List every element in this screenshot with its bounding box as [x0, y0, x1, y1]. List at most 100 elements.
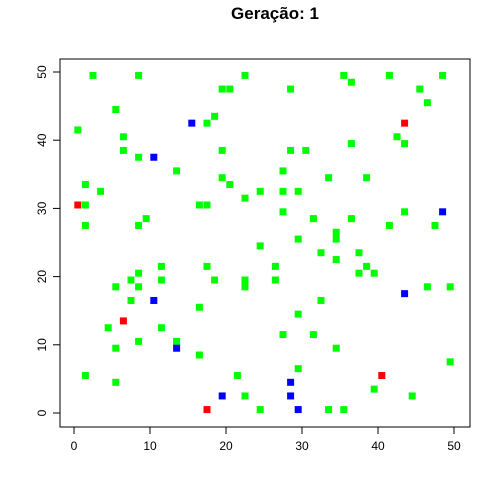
- data-point: [287, 378, 295, 386]
- x-tick-label: 0: [71, 439, 78, 453]
- data-point: [363, 174, 371, 182]
- data-point: [294, 235, 302, 243]
- data-point: [203, 201, 211, 209]
- data-point: [287, 85, 295, 93]
- y-tick-label: 10: [35, 338, 49, 352]
- data-point: [150, 153, 158, 161]
- data-point: [347, 140, 355, 148]
- data-points: [74, 71, 454, 414]
- data-point: [81, 221, 89, 229]
- data-point: [370, 269, 378, 277]
- data-point: [370, 385, 378, 393]
- data-point: [241, 276, 249, 284]
- data-point: [81, 201, 89, 209]
- data-point: [104, 324, 112, 332]
- data-point: [203, 119, 211, 127]
- data-point: [218, 146, 226, 154]
- data-point: [393, 133, 401, 141]
- data-point: [347, 78, 355, 86]
- data-point: [287, 392, 295, 400]
- data-point: [294, 406, 302, 414]
- data-point: [203, 406, 211, 414]
- data-point: [340, 406, 348, 414]
- data-point: [416, 85, 424, 93]
- data-point: [401, 290, 409, 298]
- x-tick-label: 20: [219, 439, 233, 453]
- x-tick-label: 10: [143, 439, 157, 453]
- data-point: [347, 215, 355, 223]
- data-point: [439, 208, 447, 216]
- data-point: [173, 344, 181, 352]
- data-point: [211, 112, 219, 120]
- y-tick-label: 30: [35, 201, 49, 215]
- data-point: [157, 262, 165, 270]
- data-point: [401, 140, 409, 148]
- data-point: [446, 283, 454, 291]
- data-point: [287, 146, 295, 154]
- data-point: [81, 181, 89, 189]
- data-point: [279, 208, 287, 216]
- axes: 0 10 20 30 40 50 0 10 20 30 40 50: [35, 65, 461, 453]
- data-point: [119, 133, 127, 141]
- data-point: [233, 371, 241, 379]
- y-tick-label: 40: [35, 133, 49, 147]
- data-point: [89, 71, 97, 79]
- data-point: [241, 392, 249, 400]
- data-point: [135, 269, 143, 277]
- data-point: [401, 208, 409, 216]
- data-point: [279, 331, 287, 339]
- data-point: [401, 119, 409, 127]
- data-point: [127, 276, 135, 284]
- data-point: [423, 99, 431, 107]
- data-point: [378, 371, 386, 379]
- data-point: [81, 371, 89, 379]
- data-point: [317, 296, 325, 304]
- data-point: [218, 392, 226, 400]
- data-point: [135, 153, 143, 161]
- data-point: [325, 406, 333, 414]
- data-point: [173, 167, 181, 175]
- data-point: [195, 201, 203, 209]
- data-point: [112, 106, 120, 114]
- data-point: [439, 71, 447, 79]
- data-point: [203, 262, 211, 270]
- data-point: [142, 215, 150, 223]
- data-point: [157, 276, 165, 284]
- plot-frame: [59, 58, 471, 428]
- data-point: [218, 85, 226, 93]
- data-point: [150, 296, 158, 304]
- data-point: [112, 283, 120, 291]
- data-point: [218, 174, 226, 182]
- data-point: [385, 71, 393, 79]
- data-point: [112, 378, 120, 386]
- data-point: [135, 337, 143, 345]
- data-point: [173, 337, 181, 345]
- data-point: [112, 344, 120, 352]
- data-point: [279, 187, 287, 195]
- data-point: [423, 283, 431, 291]
- y-tick-label: 50: [35, 65, 49, 79]
- data-point: [431, 221, 439, 229]
- data-point: [332, 344, 340, 352]
- x-tick-label: 30: [295, 439, 309, 453]
- data-point: [97, 187, 105, 195]
- data-point: [74, 126, 82, 134]
- data-point: [119, 317, 127, 325]
- data-point: [241, 194, 249, 202]
- data-point: [340, 71, 348, 79]
- data-point: [385, 221, 393, 229]
- data-point: [363, 262, 371, 270]
- y-tick-label: 20: [35, 270, 49, 284]
- data-point: [355, 269, 363, 277]
- data-point: [256, 242, 264, 250]
- data-point: [317, 249, 325, 257]
- data-point: [294, 310, 302, 318]
- data-point: [332, 235, 340, 243]
- y-tick-label: 0: [35, 409, 49, 416]
- data-point: [332, 228, 340, 236]
- data-point: [271, 262, 279, 270]
- data-point: [226, 85, 234, 93]
- data-point: [271, 276, 279, 284]
- data-point: [127, 296, 135, 304]
